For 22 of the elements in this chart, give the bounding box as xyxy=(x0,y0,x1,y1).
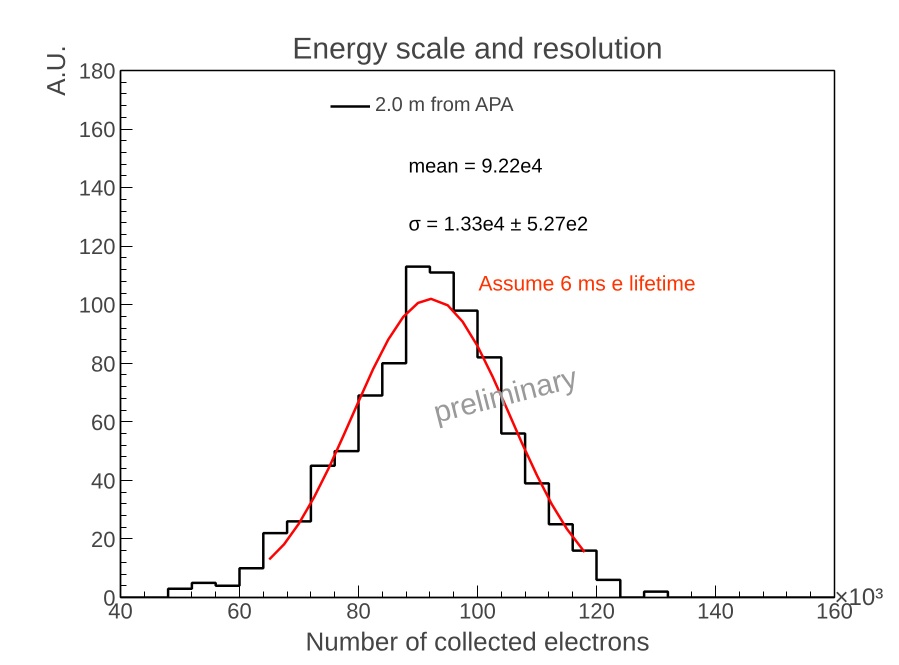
x-axis-title: Number of collected electrons xyxy=(306,626,650,656)
x-tick-label: 140 xyxy=(697,598,734,624)
y-tick-label: 60 xyxy=(91,410,116,435)
y-tick-label: 100 xyxy=(78,292,116,318)
x-tick-label: 120 xyxy=(578,598,615,624)
y-tick-label: 160 xyxy=(78,117,116,142)
y-tick-label: 120 xyxy=(78,234,116,260)
y-tick-label: 20 xyxy=(91,526,116,552)
x-tick-label: 100 xyxy=(459,598,496,624)
line-series xyxy=(268,298,586,561)
chart-title: Energy scale and resolution xyxy=(292,32,663,66)
x-tick-label: 80 xyxy=(346,598,371,624)
x-tick-label: 60 xyxy=(227,598,252,624)
y-tick-label: 40 xyxy=(91,468,116,494)
legend-label: 2.0 m from APA xyxy=(375,94,514,117)
y-tick-label: 140 xyxy=(78,176,116,201)
annotation: Assume 6 ms e lifetime xyxy=(478,272,696,296)
y-axis-title: A.U. xyxy=(40,45,71,96)
y-tick-label: 180 xyxy=(78,58,116,84)
y-tick-label: 80 xyxy=(91,351,116,376)
annotation: mean = 9.22e4 xyxy=(408,156,542,178)
annotation: σ = 1.33e4 ± 5.27e2 xyxy=(408,214,588,236)
